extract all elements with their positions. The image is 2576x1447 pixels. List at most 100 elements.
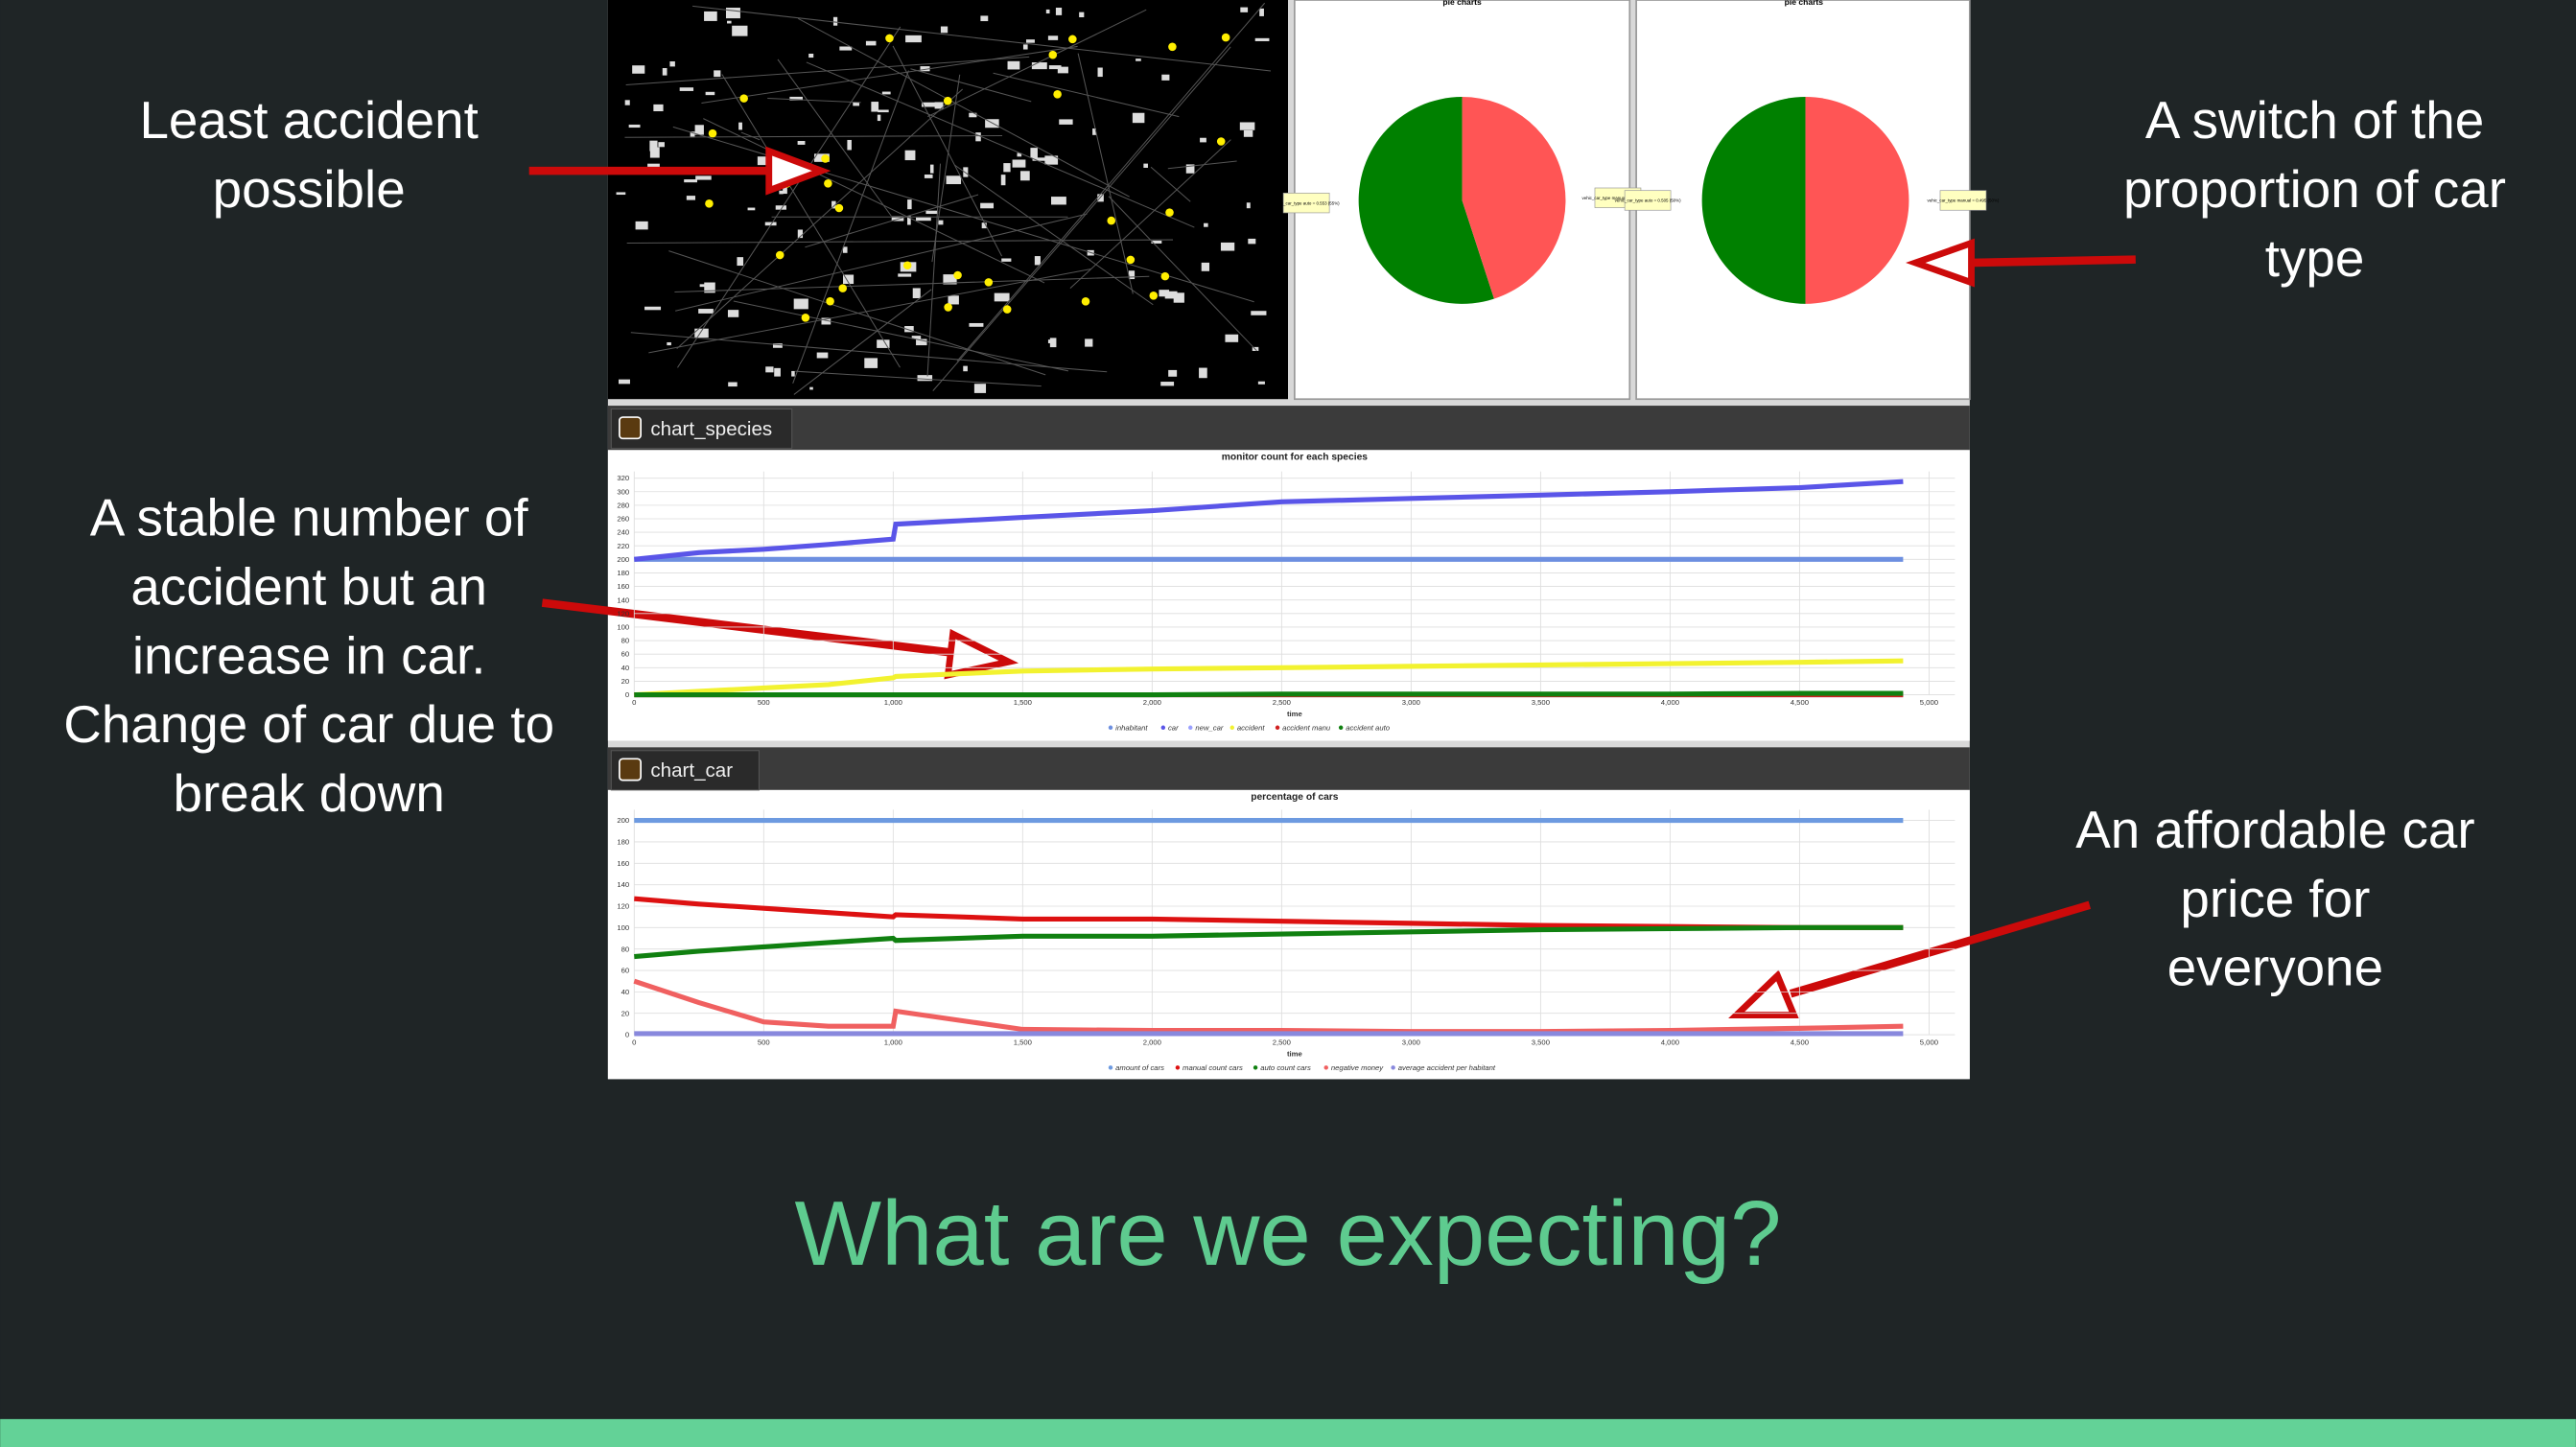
- building: [1000, 175, 1006, 186]
- building: [779, 190, 784, 195]
- building: [864, 358, 878, 368]
- building: [727, 310, 739, 317]
- building: [789, 96, 803, 101]
- pie-label: vehic_car_type auto = 0.505 (50%): [1615, 198, 1681, 203]
- series-line: [634, 690, 1904, 698]
- road: [792, 70, 909, 384]
- y-tick-label: 20: [621, 1009, 630, 1017]
- y-tick-label: 120: [617, 609, 629, 618]
- building: [1243, 129, 1253, 137]
- road: [675, 213, 1088, 312]
- road: [927, 9, 1147, 118]
- x-tick-label: 1,500: [1014, 698, 1032, 707]
- building: [904, 326, 914, 333]
- building: [963, 167, 969, 177]
- building: [619, 379, 630, 385]
- building: [907, 199, 912, 210]
- car-marker: [708, 128, 717, 138]
- building: [1085, 338, 1093, 347]
- car-marker: [1216, 137, 1226, 146]
- tab-bar: [607, 406, 1970, 451]
- pie-slice: [1701, 97, 1806, 304]
- legend-label: auto count cars: [1260, 1063, 1311, 1072]
- y-tick-label: 240: [617, 528, 629, 537]
- x-tick-label: 3,000: [1402, 698, 1420, 707]
- pie-label: vehic_car_type manual = 0.495 (50%): [1928, 198, 2000, 203]
- building: [690, 131, 695, 138]
- building: [877, 114, 881, 122]
- annotation: type: [2265, 228, 2365, 288]
- building: [911, 336, 922, 339]
- legend-marker: [1160, 725, 1166, 731]
- road: [993, 72, 1180, 118]
- building: [737, 257, 744, 267]
- road: [954, 164, 1154, 306]
- building: [1017, 152, 1022, 157]
- road: [676, 88, 964, 350]
- building: [821, 317, 831, 325]
- road: [721, 74, 901, 368]
- legend-marker: [1108, 1065, 1113, 1070]
- building: [1168, 369, 1178, 377]
- building: [871, 102, 879, 112]
- car-marker: [1160, 271, 1170, 281]
- building: [616, 192, 626, 196]
- arrow: [1968, 255, 2136, 268]
- y-tick-label: 160: [617, 582, 629, 591]
- arrow: [541, 598, 962, 658]
- road: [692, 5, 1272, 72]
- legend-label: new_car: [1195, 723, 1223, 732]
- road: [625, 56, 1030, 85]
- building: [881, 91, 891, 95]
- building: [946, 175, 962, 185]
- car-marker: [944, 303, 952, 312]
- building: [658, 142, 665, 148]
- car-marker: [821, 154, 830, 163]
- building: [938, 220, 944, 225]
- car-marker: [1126, 255, 1136, 265]
- building: [1019, 171, 1030, 181]
- y-tick-label: 140: [617, 595, 629, 604]
- road: [805, 194, 979, 248]
- legend-marker: [1253, 1065, 1258, 1070]
- annotation: possible: [213, 159, 406, 219]
- car-marker: [1107, 216, 1116, 225]
- building: [791, 370, 795, 377]
- road: [931, 74, 961, 263]
- building: [727, 20, 732, 24]
- y-tick-label: 80: [621, 637, 630, 645]
- road: [630, 332, 1108, 373]
- building: [1173, 292, 1184, 303]
- road: [1150, 166, 1191, 202]
- road: [806, 61, 1195, 228]
- road: [1077, 53, 1134, 294]
- legend-label: manual count cars: [1183, 1063, 1243, 1072]
- x-axis-label: time: [1287, 1049, 1303, 1058]
- pie-label-box: [1282, 193, 1330, 214]
- y-tick-label: 120: [617, 902, 629, 911]
- building: [662, 68, 667, 76]
- arrow-head: [1906, 238, 1975, 288]
- legend-label: accident: [1237, 723, 1265, 732]
- building: [969, 112, 977, 118]
- building: [921, 102, 936, 107]
- building: [878, 109, 889, 113]
- building: [1225, 334, 1239, 342]
- y-tick-label: 300: [617, 487, 629, 496]
- building: [1136, 58, 1141, 61]
- car-marker: [834, 203, 844, 213]
- building: [1251, 311, 1267, 315]
- x-tick-label: 1,500: [1014, 1038, 1032, 1046]
- car-marker: [1048, 50, 1058, 59]
- y-tick-label: 100: [617, 623, 629, 632]
- road: [668, 250, 1046, 376]
- legend-label: accident manu: [1282, 723, 1331, 732]
- building: [757, 156, 770, 166]
- pie-title: pie charts: [1785, 0, 1824, 7]
- building: [1051, 197, 1066, 205]
- arrow-head: [765, 146, 831, 196]
- building: [632, 65, 645, 74]
- y-tick-label: 60: [621, 967, 630, 975]
- map: [607, 0, 1288, 400]
- building: [738, 122, 742, 130]
